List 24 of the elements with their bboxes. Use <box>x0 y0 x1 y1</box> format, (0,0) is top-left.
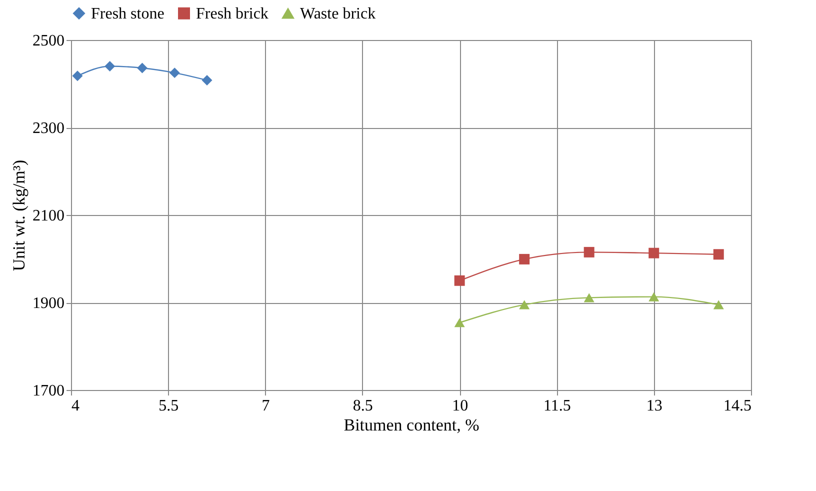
legend-label: Waste brick <box>300 6 376 22</box>
x-tick-label: 11.5 <box>544 398 571 414</box>
legend-label: Fresh stone <box>91 5 164 22</box>
y-tick-label: 2300 <box>32 120 64 137</box>
x-tick-label: 10 <box>452 398 468 414</box>
point <box>454 318 465 328</box>
y-tick-label: 2100 <box>32 208 64 224</box>
point <box>72 70 83 82</box>
y-axis-title: Unit wt. (kg/m³) <box>10 160 28 272</box>
x-tick-label: 4 <box>72 398 80 414</box>
point <box>713 249 724 260</box>
x-tick-label: 5.5 <box>158 398 179 414</box>
x-axis-title: Bitumen content, % <box>344 416 480 434</box>
y-tick-label: 2500 <box>32 32 64 50</box>
x-tick-label: 14.5 <box>724 398 752 414</box>
x-tick-label: 7 <box>262 398 270 414</box>
point <box>454 275 465 286</box>
point <box>713 300 724 310</box>
y-tick-label: 1700 <box>32 382 64 400</box>
x-tick-label: 13 <box>646 398 662 414</box>
x-tick-label: 8.5 <box>352 398 373 414</box>
y-tick-label: 1900 <box>32 295 64 312</box>
legend-label: Fresh brick <box>196 5 268 22</box>
point <box>648 248 660 258</box>
